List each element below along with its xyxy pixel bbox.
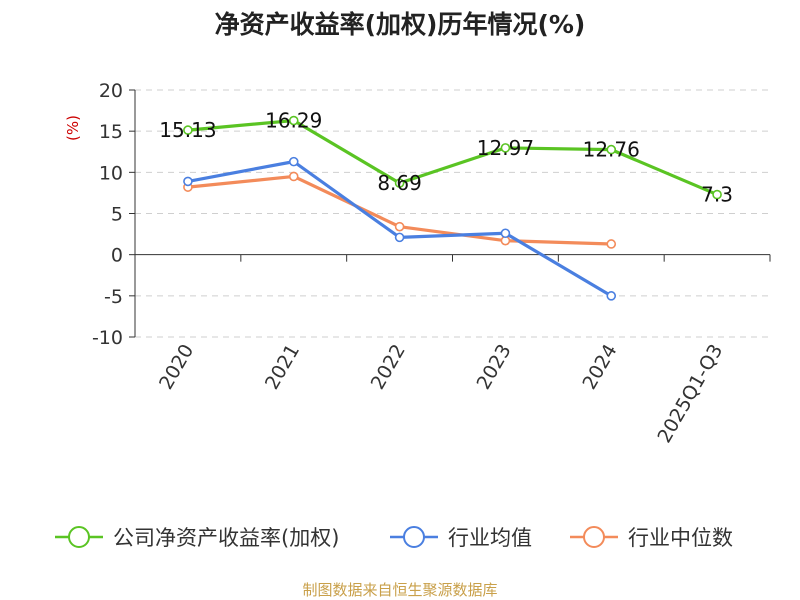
x-tick-label: 2025Q1-Q3 <box>653 341 727 447</box>
data-point <box>288 171 299 182</box>
y-axis-label: (%) <box>64 115 82 141</box>
data-point <box>183 176 193 187</box>
data-point <box>394 221 405 232</box>
legend: 公司净资产收益率(加权) 行业均值 行业中位数 <box>55 526 733 550</box>
data-point <box>606 291 617 301</box>
data-point <box>394 178 405 188</box>
data-point <box>712 189 722 200</box>
data-label: 12.76 <box>583 138 640 162</box>
x-tick-label: 2021 <box>261 341 304 394</box>
legend-label: 公司净资产收益率(加权) <box>113 526 339 550</box>
data-point <box>606 144 617 155</box>
legend-marker <box>583 526 605 548</box>
data-point <box>288 115 299 126</box>
data-point <box>394 232 405 243</box>
legend-item: 行业中位数 <box>570 526 733 550</box>
x-tick-label: 2024 <box>578 341 621 394</box>
data-point <box>606 239 617 249</box>
series-lines <box>183 115 722 301</box>
x-tick-label: 2023 <box>473 341 516 394</box>
legend-item: 公司净资产收益率(加权) <box>55 526 339 550</box>
legend-label: 行业均值 <box>448 526 532 550</box>
data-point <box>500 228 511 239</box>
data-label: 12.97 <box>477 136 534 160</box>
data-labels: 15.13 16.29 8.69 12.97 12.76 7.3 <box>159 109 733 207</box>
series-1 <box>183 156 617 301</box>
legend-item: 行业均值 <box>390 526 532 550</box>
y-tick-label: 20 <box>99 80 123 102</box>
x-tick-label: 2022 <box>367 341 410 394</box>
series-0 <box>183 115 722 200</box>
y-tick-label: -5 <box>104 286 123 308</box>
data-label: 8.69 <box>377 171 422 195</box>
y-tick-label: -10 <box>92 327 123 349</box>
y-tick-label: 15 <box>99 121 123 143</box>
chart-title: 净资产收益率(加权)历年情况(%) <box>215 10 586 39</box>
data-label: 7.3 <box>701 183 733 207</box>
data-label: 15.13 <box>159 118 216 142</box>
y-tick-label: 10 <box>99 162 123 184</box>
legend-marker <box>68 526 90 548</box>
legend-label: 行业中位数 <box>628 526 733 550</box>
x-tick-label: 2020 <box>155 341 198 394</box>
y-tick-label: 5 <box>111 204 123 226</box>
series-line <box>187 118 718 197</box>
source-note: 制图数据来自恒生聚源数据库 <box>302 581 497 599</box>
data-point <box>500 143 511 153</box>
data-label: 16.29 <box>265 109 322 133</box>
data-point <box>288 156 299 167</box>
legend-marker <box>403 526 425 548</box>
data-point <box>183 125 193 135</box>
y-tick-label: 0 <box>111 245 123 267</box>
